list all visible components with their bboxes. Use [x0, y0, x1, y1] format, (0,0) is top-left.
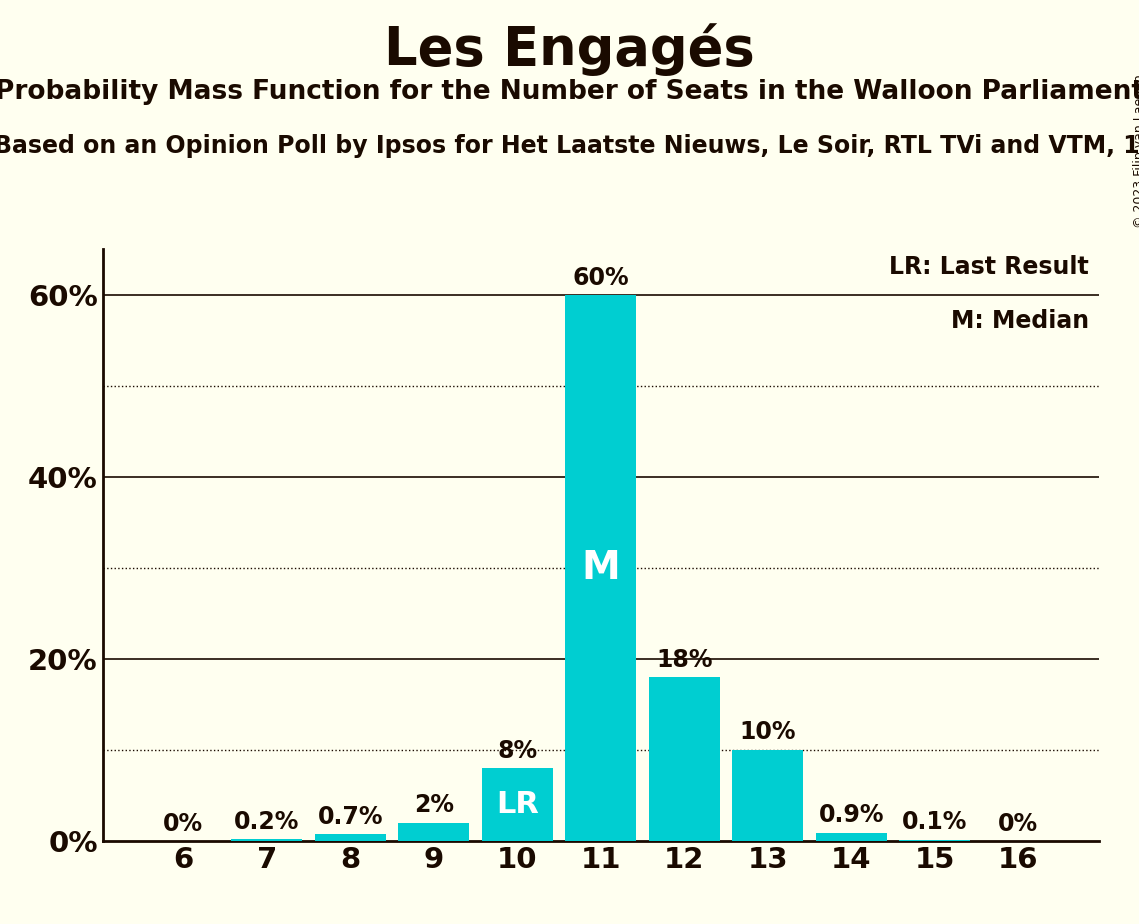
Bar [314, 834, 386, 841]
Bar [732, 750, 803, 841]
Bar [482, 768, 552, 841]
Bar [565, 295, 637, 841]
Text: 0.2%: 0.2% [235, 809, 300, 833]
Text: M: Median: M: Median [951, 309, 1089, 333]
Text: LR: Last Result: LR: Last Result [890, 255, 1089, 279]
Text: 0.9%: 0.9% [819, 803, 884, 827]
Text: Les Engagés: Les Engagés [384, 23, 755, 76]
Text: 0%: 0% [998, 812, 1039, 836]
Text: 18%: 18% [656, 648, 713, 672]
Text: 8%: 8% [498, 738, 538, 762]
Bar [231, 839, 302, 841]
Bar [399, 822, 469, 841]
Text: 0%: 0% [163, 812, 204, 836]
Text: © 2023 Filip van Laenen: © 2023 Filip van Laenen [1133, 74, 1139, 227]
Text: 0.1%: 0.1% [902, 810, 967, 834]
Bar [649, 677, 720, 841]
Text: 0.7%: 0.7% [318, 805, 383, 829]
Text: Based on an Opinion Poll by Ipsos for Het Laatste Nieuws, Le Soir, RTL TVi and V: Based on an Opinion Poll by Ipsos for He… [0, 134, 1139, 158]
Bar [816, 833, 887, 841]
Text: M: M [581, 549, 621, 587]
Text: 10%: 10% [739, 721, 796, 745]
Text: Probability Mass Function for the Number of Seats in the Walloon Parliament: Probability Mass Function for the Number… [0, 79, 1139, 104]
Text: 2%: 2% [413, 793, 453, 817]
Text: 60%: 60% [573, 265, 629, 289]
Text: LR: LR [495, 790, 539, 819]
